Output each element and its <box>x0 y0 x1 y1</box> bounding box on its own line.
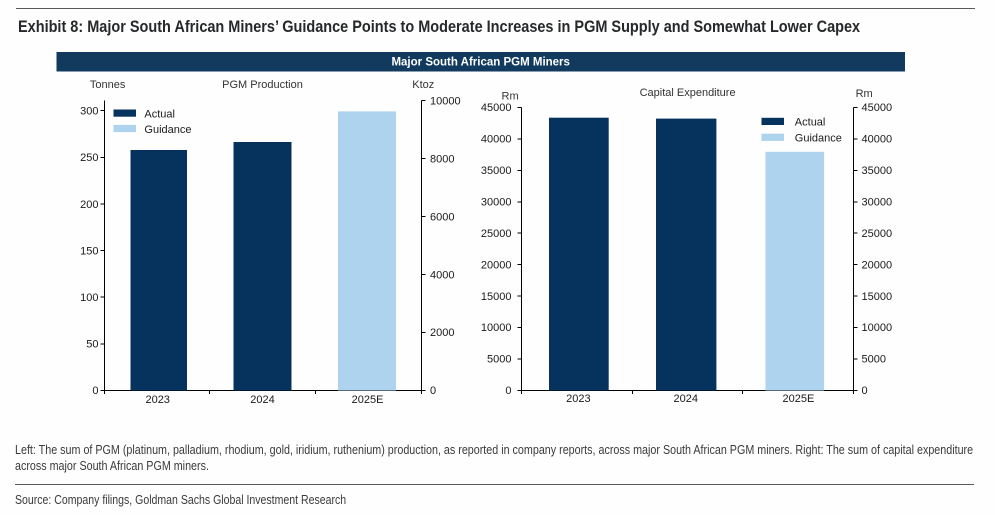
svg-text:45000: 45000 <box>481 102 512 114</box>
svg-text:0: 0 <box>430 385 436 397</box>
svg-text:5000: 5000 <box>862 354 886 366</box>
svg-text:4000: 4000 <box>430 269 454 281</box>
svg-text:Tonnes: Tonnes <box>90 79 126 91</box>
svg-text:30000: 30000 <box>481 197 512 209</box>
svg-text:25000: 25000 <box>862 228 893 240</box>
svg-text:0: 0 <box>505 385 511 397</box>
svg-text:10000: 10000 <box>862 322 893 334</box>
svg-text:35000: 35000 <box>481 165 512 177</box>
svg-text:40000: 40000 <box>481 134 512 146</box>
svg-text:2023: 2023 <box>566 393 590 405</box>
svg-text:250: 250 <box>80 152 98 164</box>
svg-text:15000: 15000 <box>481 291 512 303</box>
svg-text:Rm: Rm <box>502 91 519 103</box>
svg-text:10000: 10000 <box>430 95 461 107</box>
svg-text:Actual: Actual <box>144 108 175 120</box>
svg-text:2023: 2023 <box>145 394 169 406</box>
svg-text:30000: 30000 <box>862 197 893 209</box>
svg-text:20000: 20000 <box>862 259 893 271</box>
svg-text:50: 50 <box>86 339 98 351</box>
svg-text:150: 150 <box>80 245 98 257</box>
svg-text:2025E: 2025E <box>352 394 384 406</box>
svg-text:Actual: Actual <box>795 117 826 129</box>
svg-text:8000: 8000 <box>430 153 454 165</box>
svg-text:0: 0 <box>862 385 868 397</box>
svg-text:5000: 5000 <box>487 354 511 366</box>
svg-text:20000: 20000 <box>481 259 512 271</box>
svg-text:100: 100 <box>80 292 98 304</box>
svg-text:15000: 15000 <box>862 291 893 303</box>
svg-text:25000: 25000 <box>481 228 512 240</box>
svg-text:45000: 45000 <box>862 102 893 114</box>
svg-text:2025E: 2025E <box>782 393 814 405</box>
svg-text:35000: 35000 <box>862 165 893 177</box>
svg-text:2024: 2024 <box>674 393 698 405</box>
svg-text:2000: 2000 <box>430 327 454 339</box>
svg-text:Rm: Rm <box>856 88 873 100</box>
svg-text:10000: 10000 <box>481 322 512 334</box>
svg-text:Capital Expenditure: Capital Expenditure <box>640 87 736 99</box>
svg-text:Guidance: Guidance <box>144 124 191 136</box>
svg-text:PGM Production: PGM Production <box>222 79 303 91</box>
svg-text:2024: 2024 <box>250 394 274 406</box>
svg-text:40000: 40000 <box>862 134 893 146</box>
svg-text:200: 200 <box>80 199 98 211</box>
svg-text:6000: 6000 <box>430 211 454 223</box>
svg-text:0: 0 <box>92 385 98 397</box>
svg-text:Major South African PGM Miners: Major South African PGM Miners <box>391 57 569 69</box>
svg-text:Ktoz: Ktoz <box>412 79 434 91</box>
svg-text:Guidance: Guidance <box>795 133 842 145</box>
svg-text:300: 300 <box>80 106 98 118</box>
